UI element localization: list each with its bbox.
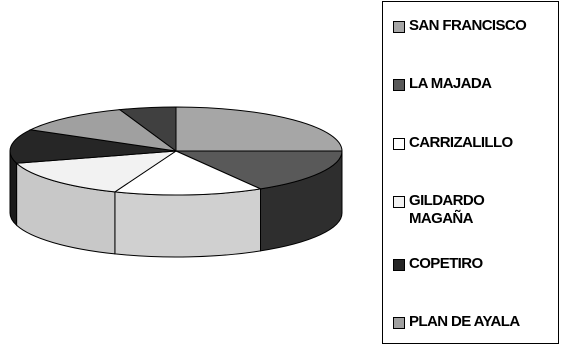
- legend-swatch-san-francisco: [393, 21, 405, 33]
- pie-slice-extra: [118, 106, 177, 152]
- pie-slice-la-majada: [175, 150, 343, 190]
- legend-swatch-copetiro: [393, 259, 405, 271]
- legend-label-gildardo-magana: GILDARDO MAGAÑA: [409, 192, 485, 228]
- legend: SAN FRANCISCO LA MAJADA CARRIZALILLO GIL…: [382, 1, 559, 344]
- pie-slice-san-francisco: [175, 106, 343, 152]
- legend-item-san-francisco: SAN FRANCISCO: [393, 17, 558, 35]
- legend-label-copetiro: COPETIRO: [409, 255, 483, 272]
- legend-label-la-majada: LA MAJADA: [409, 75, 492, 92]
- pie-slice-copetiro: [9, 129, 177, 164]
- legend-swatch-la-majada: [393, 79, 405, 91]
- legend-swatch-gildardo-magana: [393, 196, 405, 208]
- pie-slice-gildardo-magana: [15, 150, 178, 193]
- legend-swatch-carrizalillo: [393, 138, 405, 150]
- pie-slice-plan-de-ayala: [28, 109, 177, 152]
- legend-label-carrizalillo: CARRIZALILLO: [409, 134, 513, 151]
- pie-top-faces: [9, 106, 343, 196]
- legend-swatch-plan-de-ayala: [393, 317, 405, 329]
- legend-label-gildardo-magana-line1: GILDARDO: [409, 192, 485, 209]
- legend-item-plan-de-ayala: PLAN DE AYALA: [393, 313, 558, 331]
- legend-item-gildardo-magana: GILDARDO MAGAÑA: [393, 192, 558, 228]
- legend-label-gildardo-magana-line2: MAGAÑA: [409, 210, 474, 227]
- pie-slice-carrizalillo: [113, 150, 263, 196]
- pie-side-walls: [9, 150, 343, 258]
- legend-item-la-majada: LA MAJADA: [393, 75, 558, 93]
- pie-side-carrizalillo: [114, 188, 262, 258]
- legend-item-copetiro: COPETIRO: [393, 255, 558, 273]
- pie-chart-svg: [9, 106, 343, 258]
- legend-item-carrizalillo: CARRIZALILLO: [393, 134, 558, 152]
- legend-label-san-francisco: SAN FRANCISCO: [409, 17, 527, 34]
- legend-label-plan-de-ayala: PLAN DE AYALA: [409, 313, 520, 330]
- pie-chart: [9, 106, 343, 258]
